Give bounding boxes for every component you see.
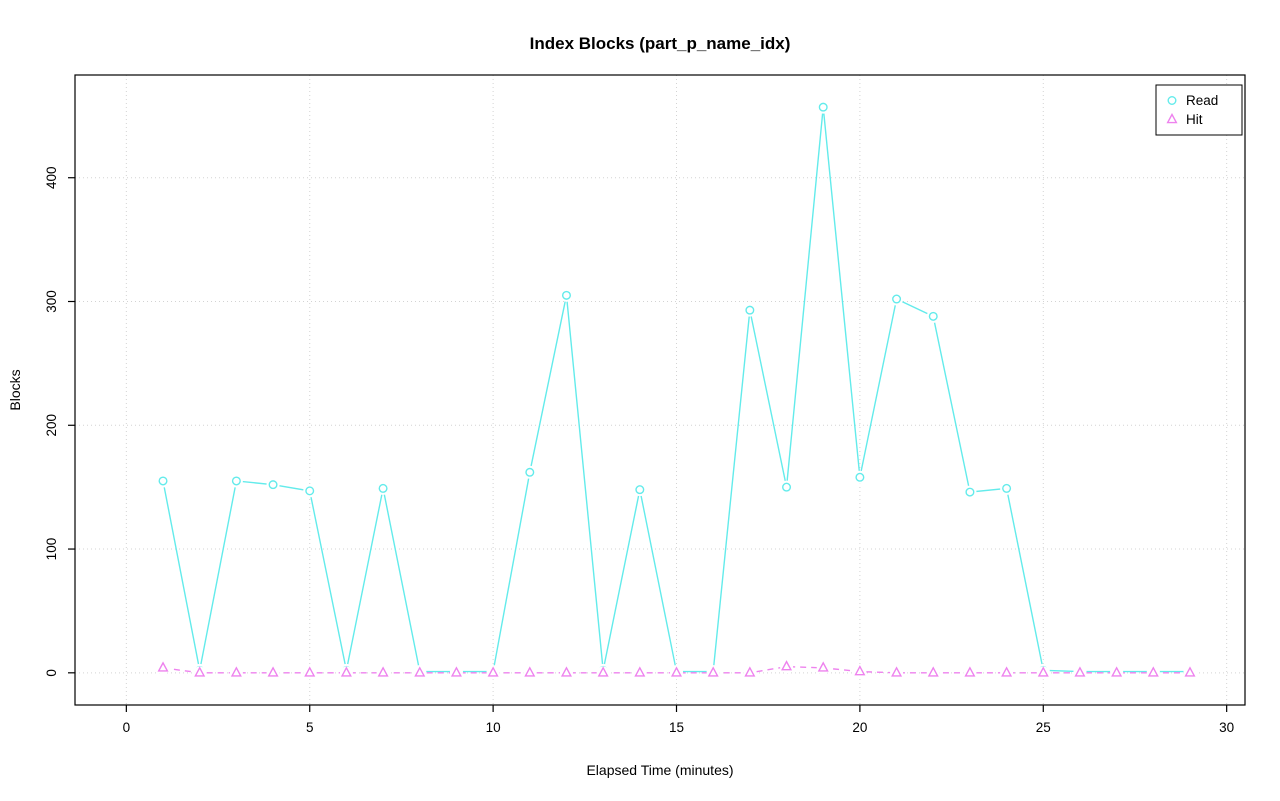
read-marker: [305, 486, 315, 496]
hit-marker: [817, 661, 829, 672]
read-marker: [158, 476, 168, 486]
hit-marker: [1074, 666, 1086, 677]
hit-marker: [377, 666, 389, 677]
read-marker: [892, 294, 902, 304]
marker-halo: [1000, 481, 1014, 495]
marker-halo: [266, 478, 280, 492]
hit-marker: [194, 666, 206, 677]
read-marker: [818, 102, 828, 112]
plot-border: [74, 74, 1246, 706]
hit-marker: [1184, 666, 1196, 677]
hit-marker: [964, 666, 976, 677]
series-hit: [156, 660, 1197, 680]
hit-marker: [1001, 666, 1013, 677]
read-marker: [561, 290, 571, 300]
hit-marker: [487, 666, 499, 677]
hit-marker: [670, 666, 683, 677]
marker-halo: [926, 309, 940, 323]
y-tick-label: 0: [44, 669, 59, 677]
marker-halo: [229, 474, 243, 488]
read-marker: [268, 480, 278, 490]
hit-marker: [340, 666, 352, 677]
read-marker: [1002, 483, 1012, 493]
y-tick-label: 400: [44, 166, 59, 189]
hit-marker: [157, 661, 169, 672]
read-marker: [855, 472, 865, 482]
hit-marker: [230, 666, 242, 677]
hit-marker: [927, 666, 939, 677]
read-marker: [635, 485, 645, 495]
legend-marker-hit: [1166, 113, 1178, 124]
legend-marker-read: [1167, 95, 1177, 105]
x-tick-label: 5: [306, 720, 314, 735]
read-marker: [231, 476, 241, 486]
hit-marker: [1037, 666, 1049, 677]
hit-marker: [891, 666, 903, 677]
y-tick-label: 300: [44, 290, 59, 313]
marker-halo: [376, 481, 390, 495]
marker-halo: [633, 483, 647, 497]
y-tick-label: 100: [44, 538, 59, 561]
hit-marker: [267, 666, 279, 677]
hit-marker: [560, 666, 572, 677]
marker-halo: [156, 474, 170, 488]
read-marker: [928, 311, 938, 321]
legend-label-hit: Hit: [1186, 112, 1203, 127]
marker-halo: [963, 485, 977, 499]
legend-box: [1155, 84, 1243, 136]
marker-halo: [853, 470, 867, 484]
hit-marker: [1147, 666, 1159, 677]
marker-halo: [780, 480, 794, 494]
x-tick-label: 25: [1036, 720, 1051, 735]
legend-label-read: Read: [1186, 93, 1218, 108]
legend: Read Hit: [1155, 84, 1243, 136]
read-marker: [378, 483, 388, 493]
marker-halo: [816, 100, 830, 114]
hit-marker: [854, 665, 866, 676]
gridlines: [75, 75, 1245, 705]
hit-marker: [524, 666, 536, 677]
x-tick-label: 30: [1219, 720, 1234, 735]
read-marker: [965, 487, 975, 497]
marker-halo: [743, 303, 757, 317]
marker-halo: [890, 292, 904, 306]
read-marker: [782, 482, 792, 492]
hit-marker: [744, 666, 756, 677]
marker-halo: [303, 484, 317, 498]
hit-marker: [414, 666, 426, 677]
chart-title: Index Blocks (part_p_name_idx): [529, 34, 791, 53]
hit-marker: [1111, 666, 1123, 677]
read-marker: [525, 467, 535, 477]
read-marker: [745, 305, 755, 315]
x-tick-label: 15: [669, 720, 684, 735]
x-tick-label: 20: [852, 720, 867, 735]
hit-marker: [707, 666, 719, 677]
x-tick-label: 0: [123, 720, 131, 735]
x-tick-label: 10: [486, 720, 501, 735]
marker-halo: [523, 465, 537, 479]
x-axis-label: Elapsed Time (minutes): [586, 762, 734, 778]
hit-marker: [634, 666, 646, 677]
hit-marker: [450, 666, 462, 677]
hit-marker: [597, 666, 609, 677]
hit-marker: [781, 660, 793, 671]
hit-marker: [304, 666, 316, 677]
marker-halo: [559, 288, 573, 302]
y-tick-label: 200: [44, 414, 59, 437]
